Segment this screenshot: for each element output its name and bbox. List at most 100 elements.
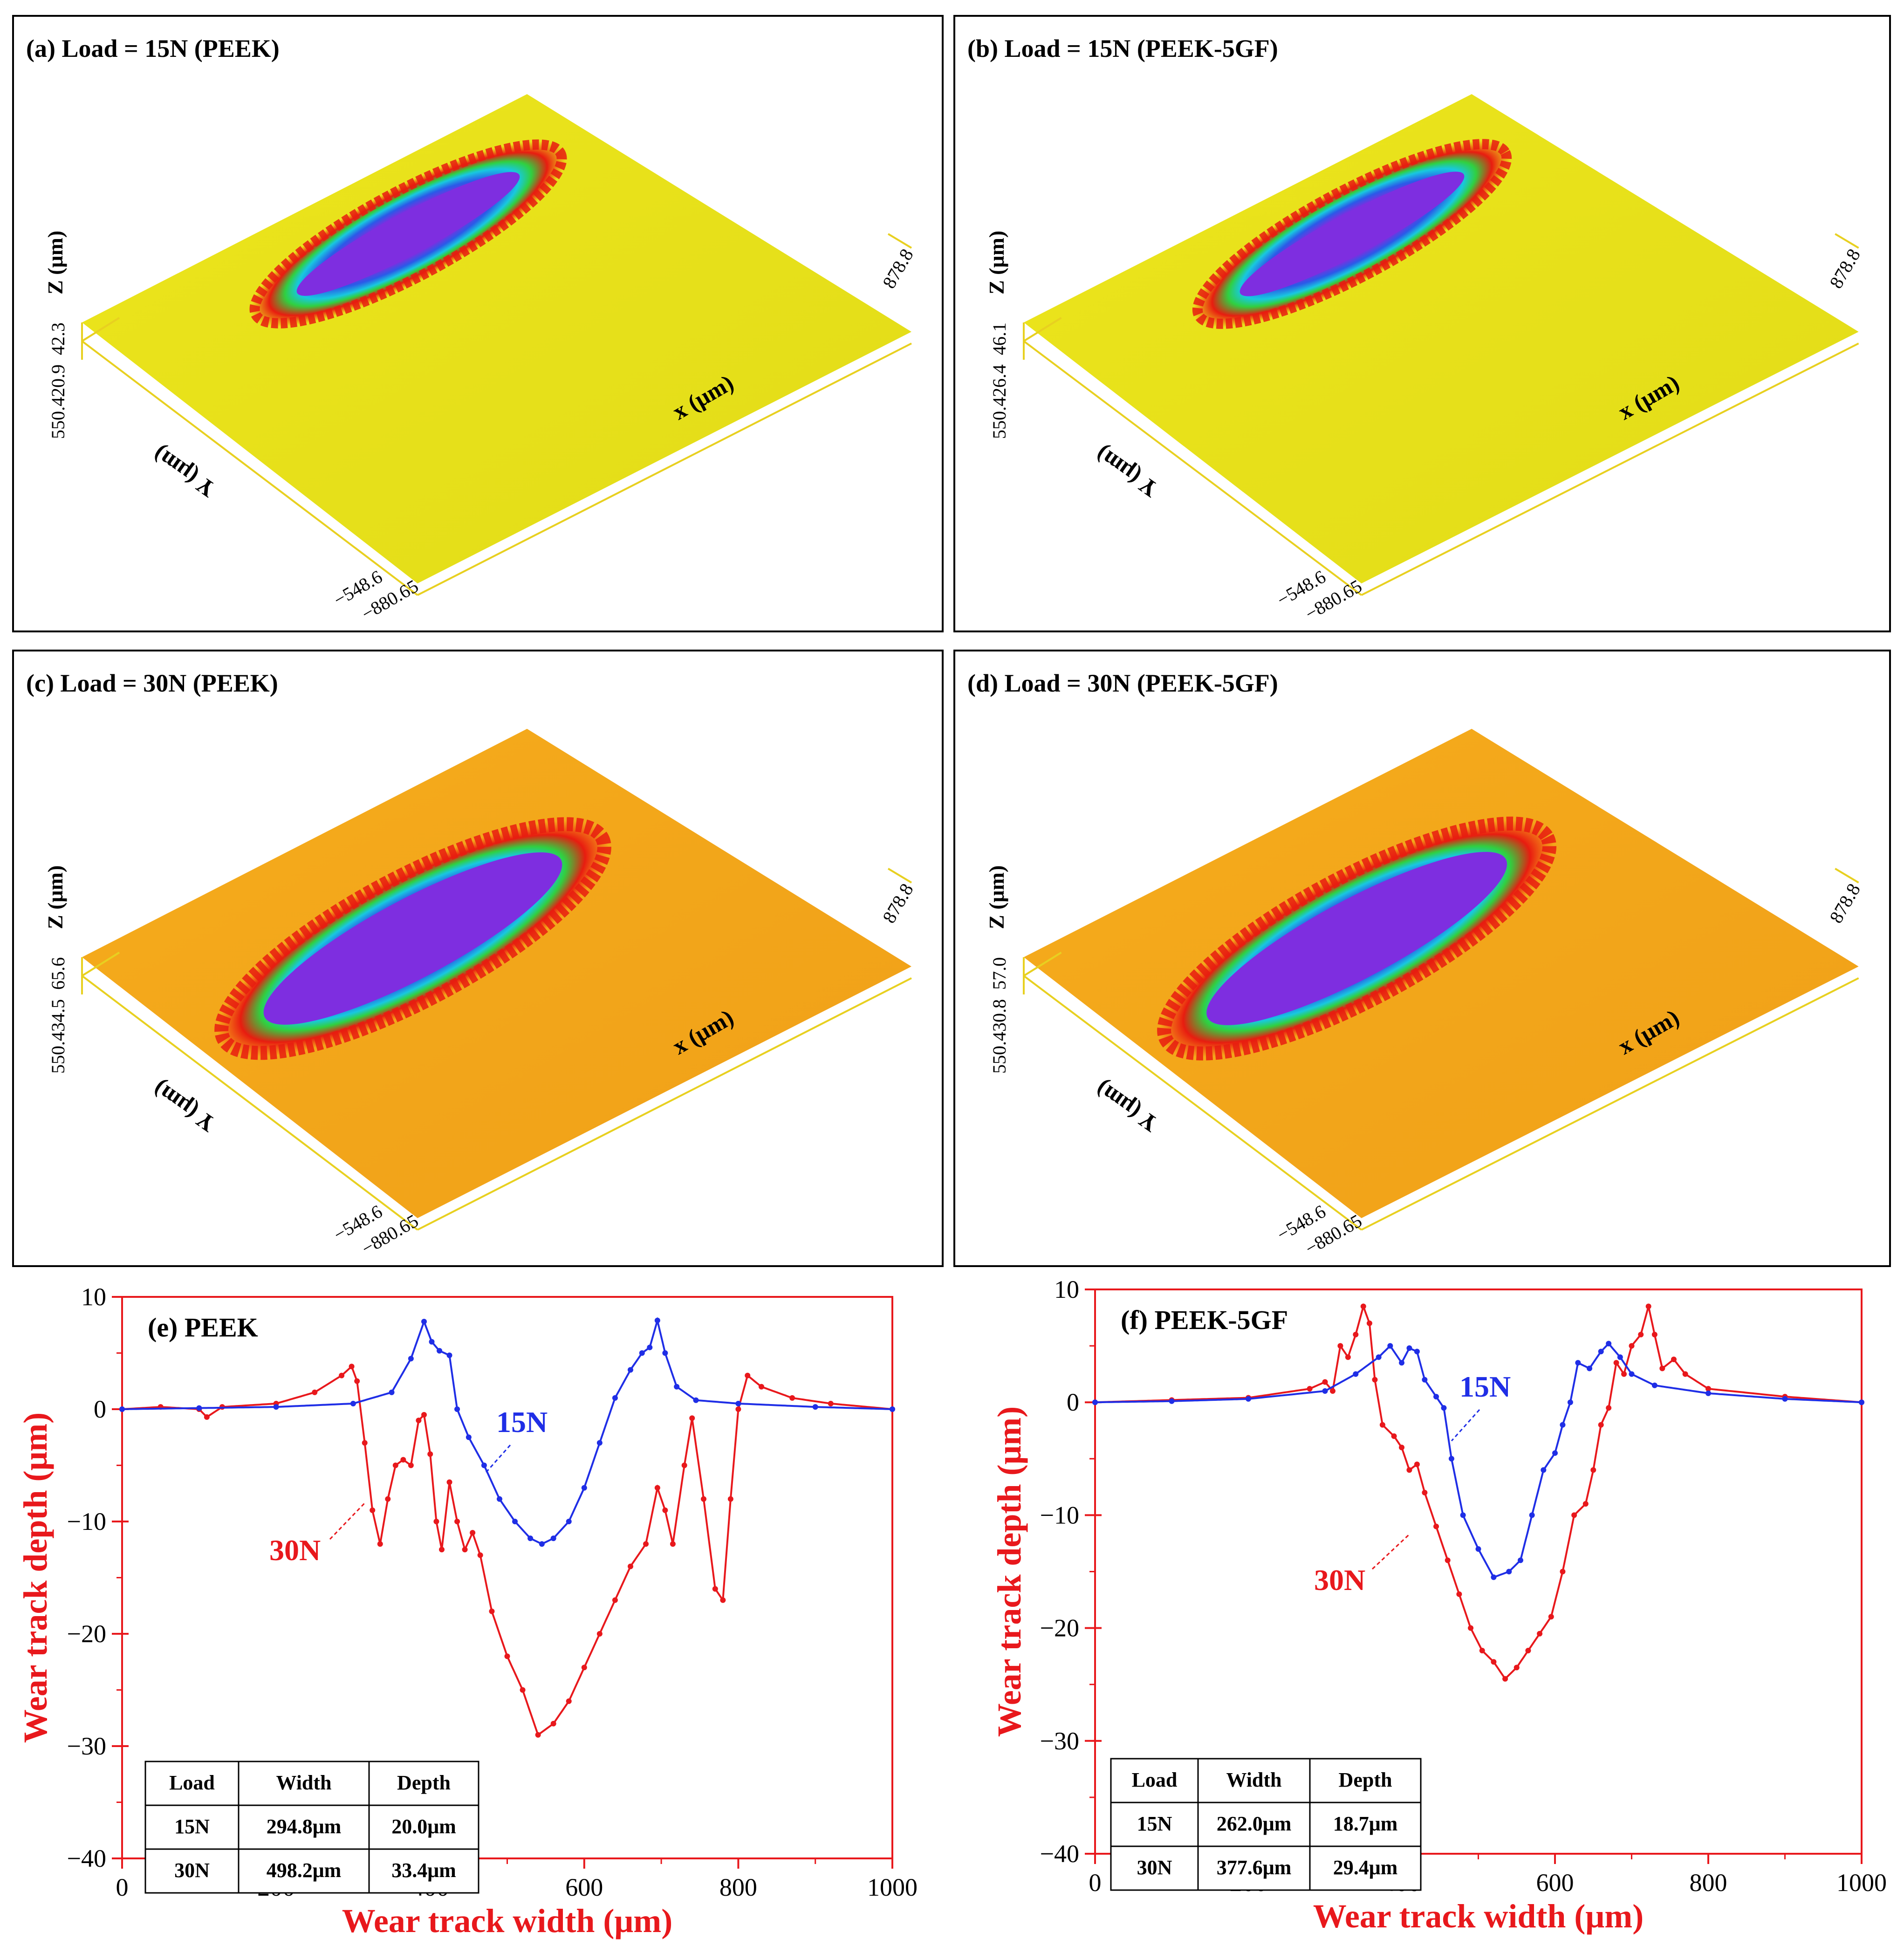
data-point xyxy=(643,1541,649,1547)
data-point xyxy=(1456,1591,1462,1597)
z-max-tick: 65.6 xyxy=(48,957,68,990)
data-point xyxy=(1567,1399,1573,1405)
data-point xyxy=(204,1414,210,1420)
x-axis-end-tick xyxy=(1835,233,1859,249)
annotation-arrow-15N xyxy=(1451,1409,1480,1442)
data-point xyxy=(1433,1523,1439,1529)
data-point xyxy=(1621,1371,1627,1377)
z-max-tick: 46.1 xyxy=(989,322,1010,355)
data-point xyxy=(408,1462,414,1468)
annotation-arrow-30N xyxy=(329,1501,367,1540)
data-point xyxy=(1682,1371,1688,1377)
data-point xyxy=(1541,1467,1547,1473)
data-point xyxy=(1606,1341,1612,1347)
y-tick-label: 10 xyxy=(81,1283,106,1311)
table-cell: 498.2μm xyxy=(267,1859,342,1882)
data-point xyxy=(1337,1343,1343,1349)
table-cell: 33.4μm xyxy=(391,1859,456,1882)
data-point xyxy=(627,1367,633,1373)
data-point xyxy=(1329,1388,1336,1394)
z-axis-base xyxy=(81,317,120,342)
data-point xyxy=(1307,1386,1313,1392)
x-axis-line xyxy=(417,977,912,1231)
table-cell: 30N xyxy=(1137,1856,1172,1879)
y-tick-label: −40 xyxy=(67,1844,106,1872)
y-max-tick: 550.4 xyxy=(989,1032,1010,1074)
y-tick-label: −10 xyxy=(1040,1501,1079,1529)
data-point xyxy=(350,1400,356,1406)
data-point xyxy=(735,1406,741,1412)
data-point xyxy=(496,1496,502,1502)
table-header: Depth xyxy=(397,1771,451,1794)
data-point xyxy=(421,1319,427,1325)
panel-title: (b) Load = 15N (PEEK-5GF) xyxy=(967,34,1278,62)
annotation-arrow-30N xyxy=(1371,1533,1411,1570)
data-point xyxy=(377,1541,383,1547)
data-point xyxy=(1560,1569,1566,1575)
wear-pit-bottom xyxy=(1240,171,1465,296)
data-point xyxy=(1360,1303,1366,1309)
data-point xyxy=(1587,1365,1593,1371)
y-tick-label: −10 xyxy=(67,1508,106,1535)
x-axis-line xyxy=(417,343,912,596)
x-axis-end-tick xyxy=(887,233,912,249)
data-point xyxy=(370,1507,376,1513)
data-point xyxy=(1705,1386,1711,1392)
data-point xyxy=(1525,1648,1531,1654)
data-point xyxy=(1598,1422,1604,1428)
data-point xyxy=(1414,1461,1420,1467)
data-point xyxy=(1651,1382,1657,1388)
data-point xyxy=(427,1451,433,1457)
summary-table: Load Width Depth 15N 262.0μm 18.7μm 30N 377.6μm… xyxy=(1110,1758,1422,1891)
data-point xyxy=(1460,1512,1466,1518)
data-point xyxy=(890,1406,895,1412)
data-point xyxy=(1651,1331,1657,1337)
annotation-15N: 15N xyxy=(496,1405,548,1439)
table-cell: 20.0μm xyxy=(391,1815,456,1838)
y-axis-label: Wear track depth (μm) xyxy=(17,1412,54,1743)
y-axis-line xyxy=(1023,975,1362,1231)
summary-table: Load Width Depth 15N 294.8μm 20.0μm 30N 498.2μm… xyxy=(144,1761,479,1894)
data-point xyxy=(312,1389,318,1395)
panel-c: (c) Load = 30N (PEEK) Z (μm) 65.6 34.5550.4… xyxy=(12,650,944,1267)
data-point xyxy=(812,1404,818,1410)
data-point xyxy=(581,1665,587,1671)
data-point xyxy=(1705,1390,1711,1396)
chart-f: 100−10−20−30−4002004006008001000Wear tra… xyxy=(991,1277,1887,1935)
surface-plane xyxy=(1024,94,1859,583)
x-axis-end-tick xyxy=(887,868,912,884)
data-point xyxy=(454,1519,460,1524)
data-point xyxy=(720,1597,726,1603)
data-point xyxy=(470,1530,476,1536)
data-point xyxy=(1560,1422,1566,1428)
data-point xyxy=(400,1457,406,1463)
data-point xyxy=(828,1400,834,1406)
surface-plane xyxy=(82,94,911,583)
wear-pit-rim xyxy=(214,817,611,1060)
data-point xyxy=(1433,1394,1439,1400)
y-tick-label: −40 xyxy=(1040,1840,1079,1868)
z-axis-label: Z (μm) xyxy=(985,865,1008,929)
data-point xyxy=(727,1496,733,1502)
data-point xyxy=(119,1406,125,1412)
data-point xyxy=(520,1687,526,1693)
data-point xyxy=(670,1541,676,1547)
data-point xyxy=(1379,1422,1385,1428)
data-point xyxy=(1514,1665,1520,1671)
data-point xyxy=(446,1479,452,1485)
data-point xyxy=(1479,1648,1485,1654)
data-point xyxy=(1406,1345,1412,1351)
x-axis-end-tick xyxy=(1835,868,1859,884)
data-point xyxy=(1322,1388,1328,1394)
data-point xyxy=(1399,1445,1404,1451)
x-tick-label: 1000 xyxy=(1836,1869,1887,1897)
data-point xyxy=(1475,1546,1481,1552)
z-max-tick: 42.3 xyxy=(48,322,68,355)
data-point xyxy=(712,1586,718,1592)
table-cell: 29.4μm xyxy=(1333,1856,1398,1879)
data-point xyxy=(1529,1512,1535,1518)
data-point xyxy=(758,1384,764,1390)
data-point xyxy=(1598,1349,1604,1355)
data-point xyxy=(581,1485,587,1491)
data-point xyxy=(1441,1405,1447,1411)
